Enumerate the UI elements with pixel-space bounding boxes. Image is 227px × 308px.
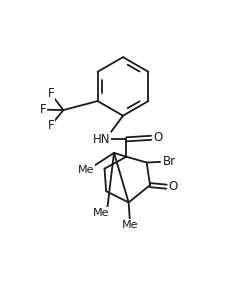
Text: Br: Br xyxy=(162,155,175,168)
Text: Me: Me xyxy=(121,220,137,230)
Text: O: O xyxy=(153,131,162,144)
Text: F: F xyxy=(47,87,54,100)
Text: F: F xyxy=(40,103,47,116)
Text: F: F xyxy=(47,119,54,132)
Text: Me: Me xyxy=(93,208,109,217)
Text: O: O xyxy=(168,180,177,193)
Text: Me: Me xyxy=(77,165,94,175)
Text: HN: HN xyxy=(92,133,110,146)
